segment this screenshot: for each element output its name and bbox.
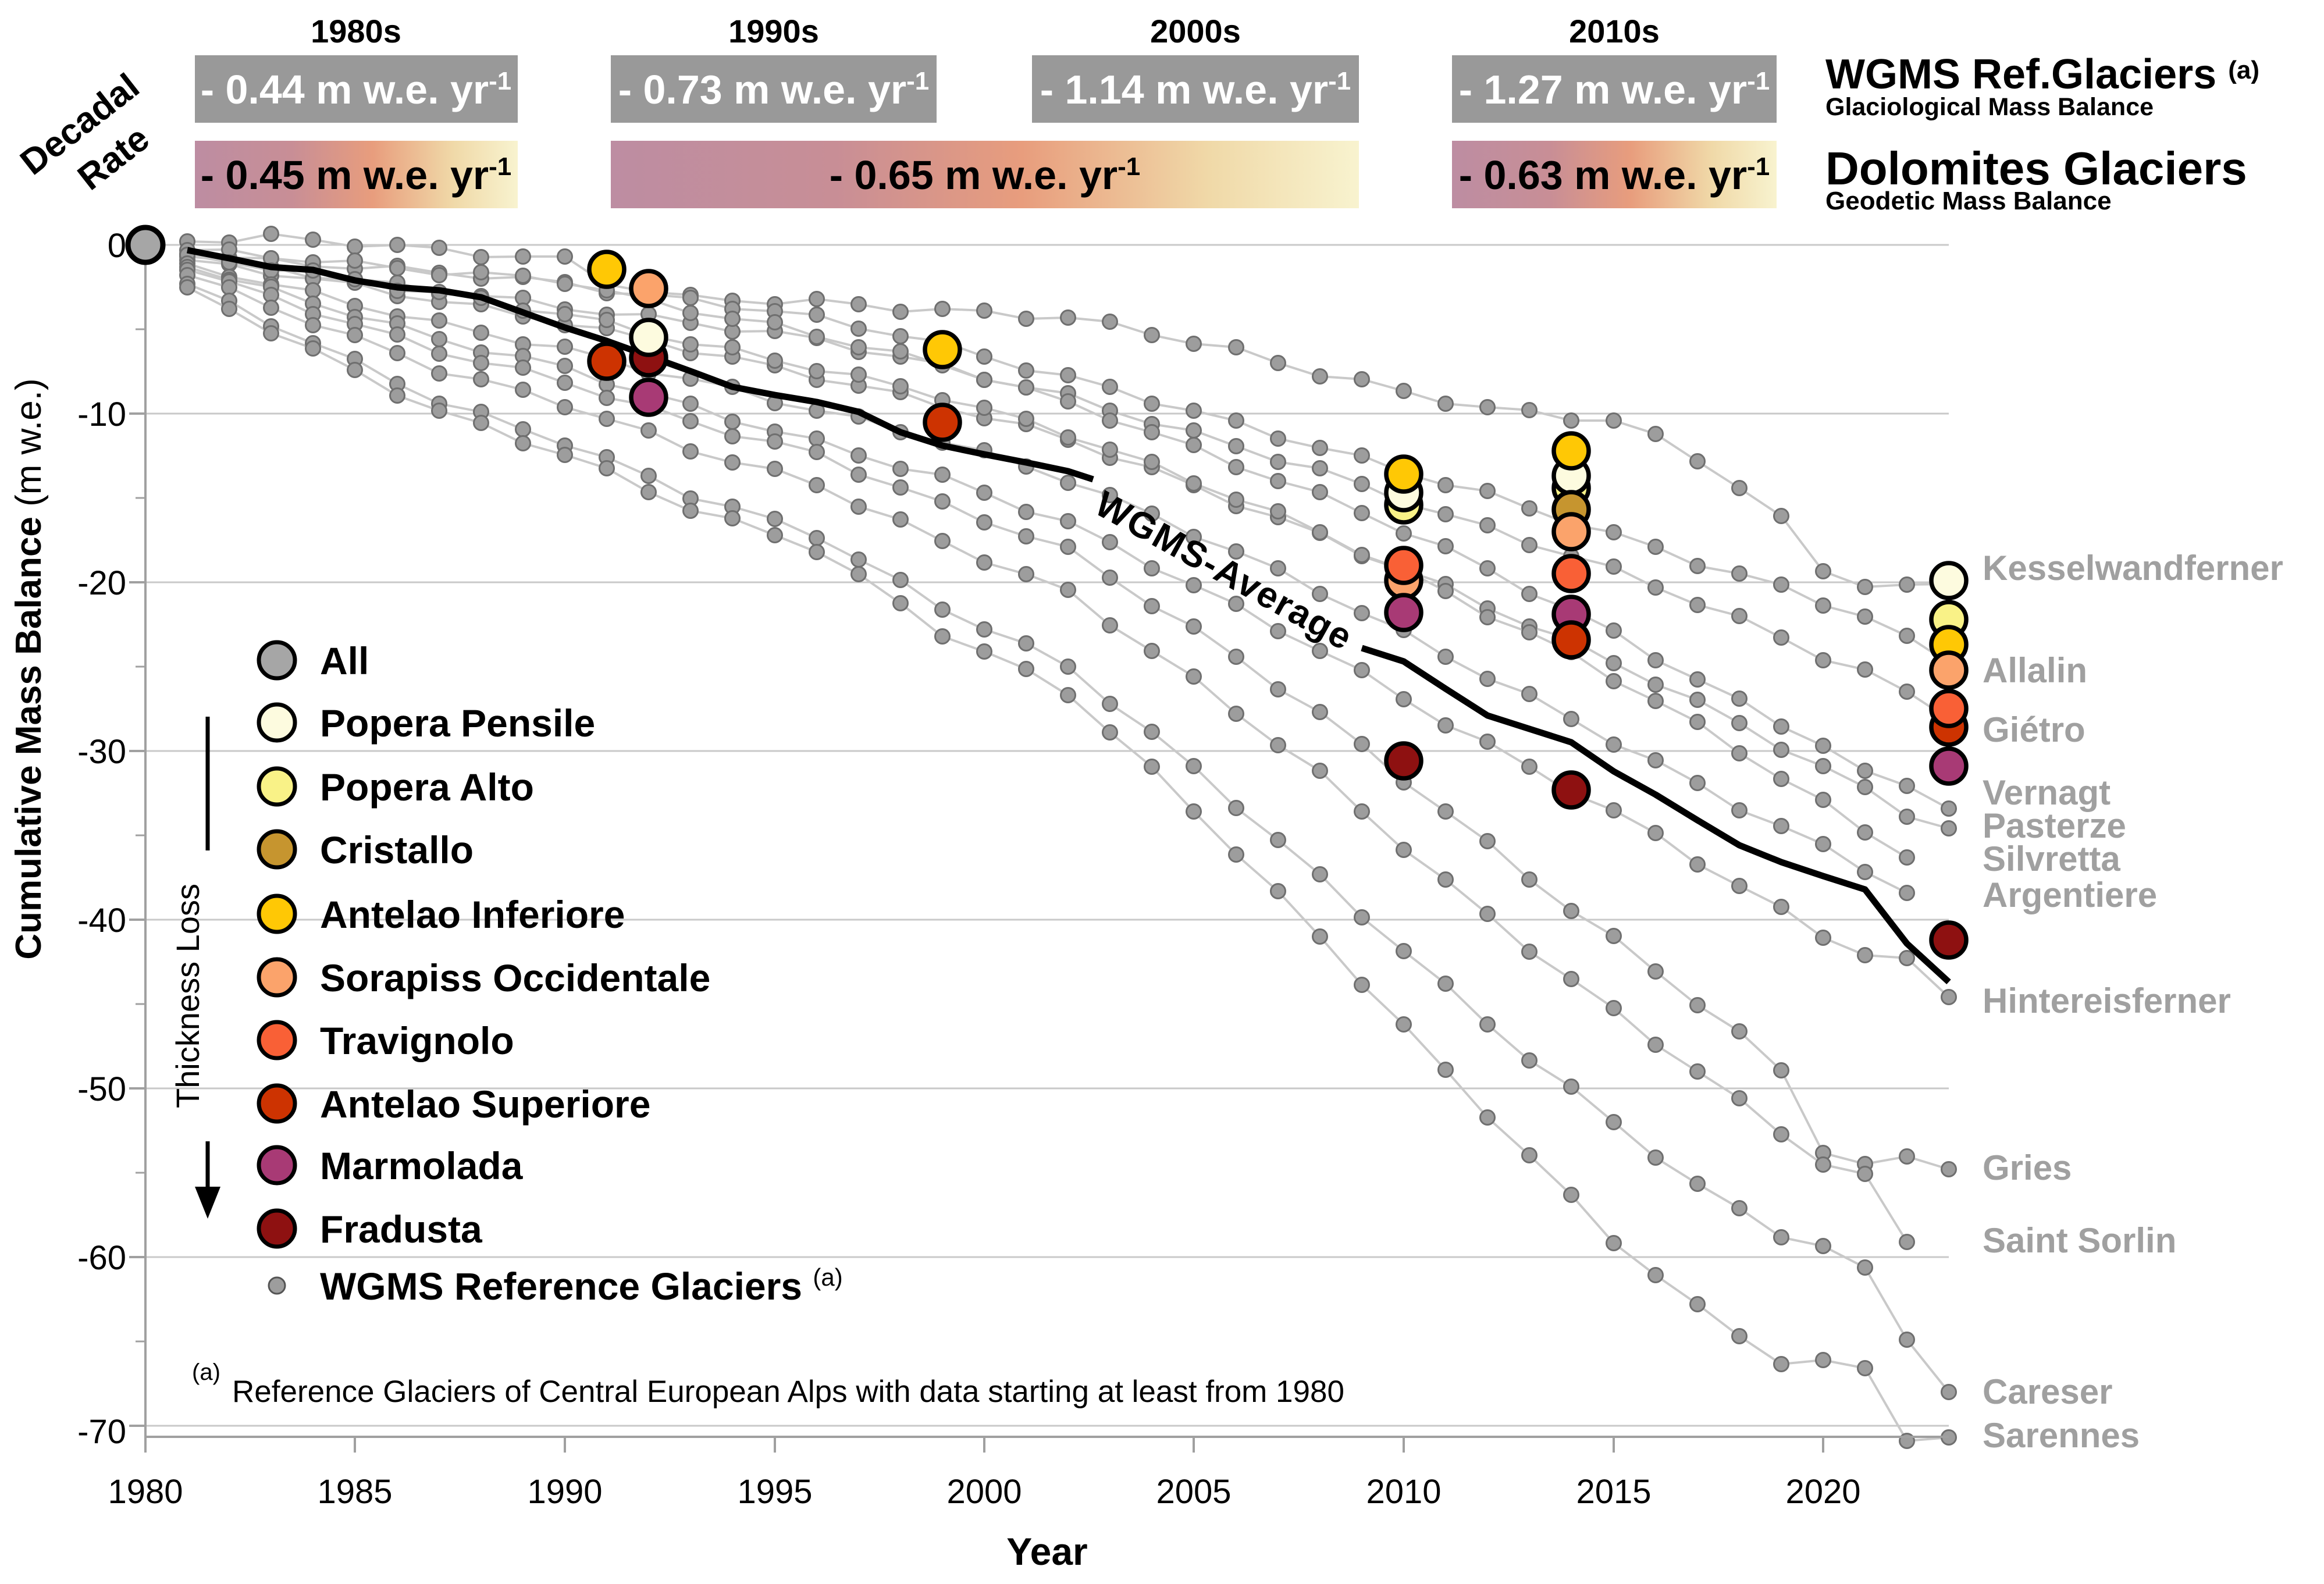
svg-text:Careser: Careser [1983, 1372, 2113, 1411]
svg-text:1980s: 1980s [311, 13, 401, 49]
svg-text:- 1.27 m w.e. yr-1: - 1.27 m w.e. yr-1 [1459, 67, 1770, 112]
svg-text:Allalin: Allalin [1983, 651, 2087, 690]
svg-text:2020: 2020 [1785, 1473, 1860, 1511]
svg-text:Sorapiss Occidentale: Sorapiss Occidentale [320, 956, 710, 999]
svg-text:(a): (a) [192, 1359, 220, 1385]
svg-text:Antelao Inferiore: Antelao Inferiore [320, 893, 625, 936]
svg-text:Year: Year [1006, 1530, 1087, 1573]
svg-text:-60: -60 [77, 1239, 126, 1277]
svg-text:1980: 1980 [108, 1473, 183, 1511]
svg-text:2005: 2005 [1156, 1473, 1231, 1511]
svg-text:- 0.45 m w.e. yr-1: - 0.45 m w.e. yr-1 [201, 152, 512, 198]
svg-text:1990s: 1990s [728, 13, 819, 49]
svg-text:Reference Glaciers of Central: Reference Glaciers of Central European A… [232, 1375, 1344, 1409]
svg-text:-10: -10 [77, 396, 126, 433]
svg-text:Giétro: Giétro [1983, 710, 2085, 749]
svg-text:Kesselwandferner: Kesselwandferner [1983, 549, 2283, 588]
svg-text:Antelao Superiore: Antelao Superiore [320, 1083, 650, 1126]
svg-text:-40: -40 [77, 902, 126, 939]
svg-text:All: All [320, 639, 369, 682]
svg-text:Dolomites Glaciers: Dolomites Glaciers [1825, 143, 2247, 194]
svg-text:Silvretta: Silvretta [1983, 839, 2120, 878]
svg-text:Popera Pensile: Popera Pensile [320, 702, 595, 745]
svg-text:2010s: 2010s [1569, 13, 1660, 49]
svg-text:Gries: Gries [1983, 1148, 2072, 1187]
svg-text:WGMS Ref.Glaciers (a): WGMS Ref.Glaciers (a) [1825, 51, 2259, 98]
svg-text:1990: 1990 [527, 1473, 602, 1511]
svg-text:- 0.63 m w.e. yr-1: - 0.63 m w.e. yr-1 [1459, 152, 1770, 198]
svg-text:Pasterze: Pasterze [1983, 806, 2126, 845]
svg-text:-20: -20 [77, 564, 126, 602]
svg-text:Cumulative Mass Balance (m w.e: Cumulative Mass Balance (m w.e.) [9, 378, 49, 959]
svg-text:Hintereisferner: Hintereisferner [1983, 981, 2231, 1020]
svg-text:Geodetic Mass Balance: Geodetic Mass Balance [1825, 187, 2112, 215]
svg-text:-50: -50 [77, 1070, 126, 1108]
svg-text:Marmolada: Marmolada [320, 1144, 524, 1187]
svg-text:2000: 2000 [946, 1473, 1022, 1511]
svg-text:Argentiere: Argentiere [1983, 875, 2157, 914]
svg-text:Saint Sorlin: Saint Sorlin [1983, 1221, 2176, 1260]
svg-text:Vernagt: Vernagt [1983, 773, 2111, 812]
svg-text:1995: 1995 [737, 1473, 812, 1511]
svg-text:Sarennes: Sarennes [1983, 1416, 2140, 1455]
svg-text:- 0.65 m w.e. yr-1: - 0.65 m w.e. yr-1 [830, 152, 1141, 198]
svg-text:1985: 1985 [317, 1473, 392, 1511]
svg-text:2015: 2015 [1576, 1473, 1651, 1511]
svg-text:2010: 2010 [1366, 1473, 1441, 1511]
svg-text:Popera Alto: Popera Alto [320, 766, 534, 809]
svg-text:Cristallo: Cristallo [320, 828, 474, 871]
svg-text:-30: -30 [77, 733, 126, 771]
svg-text:2000s: 2000s [1150, 13, 1241, 49]
svg-text:- 0.44 m w.e. yr-1: - 0.44 m w.e. yr-1 [201, 67, 512, 112]
svg-text:Thickness Loss: Thickness Loss [169, 884, 206, 1108]
svg-text:-70: -70 [77, 1413, 126, 1451]
svg-text:- 1.14 m w.e. yr-1: - 1.14 m w.e. yr-1 [1040, 67, 1351, 112]
svg-text:0: 0 [108, 227, 126, 265]
svg-text:WGMS Reference Glaciers (a): WGMS Reference Glaciers (a) [320, 1263, 843, 1308]
svg-text:- 0.73 m w.e. yr-1: - 0.73 m w.e. yr-1 [618, 67, 930, 112]
svg-text:Travignolo: Travignolo [320, 1019, 514, 1062]
svg-text:Glaciological Mass Balance: Glaciological Mass Balance [1825, 93, 2154, 121]
svg-text:Fradusta: Fradusta [320, 1208, 483, 1251]
